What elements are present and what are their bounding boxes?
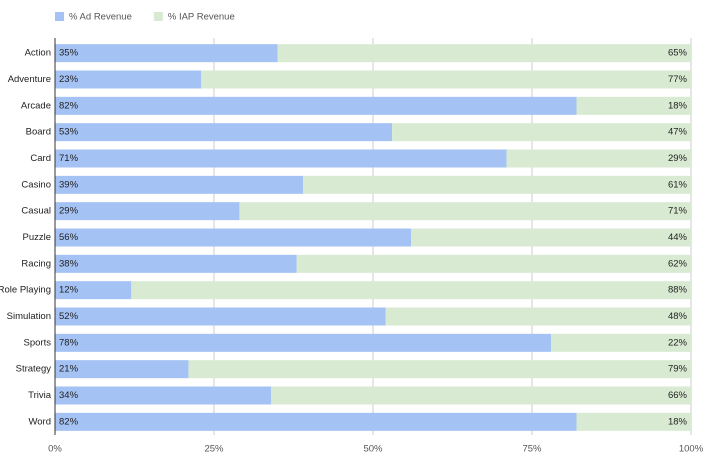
bar-segment (392, 123, 691, 142)
data-label: 35% (59, 48, 79, 59)
data-label: 82% (59, 416, 79, 427)
data-label: 38% (59, 258, 79, 269)
data-label: 71% (59, 153, 79, 164)
data-label: 62% (668, 258, 688, 269)
data-label: 48% (668, 311, 688, 322)
data-label: 56% (59, 232, 79, 243)
data-label: 44% (668, 232, 688, 243)
bar-segment (576, 412, 691, 431)
y-tick-label: Sports (24, 337, 52, 348)
x-tick-label: 0% (48, 444, 62, 455)
bar-segment (506, 149, 691, 168)
y-tick-label: Casual (21, 206, 51, 217)
data-label: 18% (668, 100, 688, 111)
bar-segment (271, 386, 691, 405)
data-label: 61% (668, 179, 688, 190)
data-label: 23% (59, 74, 79, 85)
data-label: 29% (59, 206, 79, 217)
y-tick-label: Trivia (28, 390, 52, 401)
data-label: 77% (668, 74, 688, 85)
bar-segment (131, 281, 691, 300)
bar-segment (55, 228, 412, 247)
bar-segment (296, 254, 691, 273)
legend-swatch (55, 12, 64, 21)
y-tick-label: Word (28, 416, 51, 427)
bar-segment (55, 307, 386, 326)
bar-segment (303, 175, 691, 194)
bar-segment (55, 281, 132, 300)
bar-segment (55, 386, 272, 405)
bar-segment (385, 307, 691, 326)
bar-segment (55, 123, 393, 142)
x-tick-label: 25% (204, 444, 224, 455)
bar-segment (55, 44, 278, 63)
x-tick-label: 50% (363, 444, 383, 455)
y-tick-label: Simulation (7, 311, 51, 322)
legend-swatch (153, 12, 163, 21)
bar-segment (411, 228, 691, 247)
data-label: 21% (59, 364, 79, 375)
bar-segment (201, 70, 691, 89)
y-tick-label: Action (25, 48, 51, 59)
y-tick-label: Board (26, 127, 51, 138)
y-tick-label: Strategy (16, 364, 52, 375)
bar-segment (239, 202, 691, 221)
data-label: 71% (668, 206, 688, 217)
bar-segment (55, 254, 297, 273)
data-label: 52% (59, 311, 79, 322)
bar-segment (551, 333, 691, 352)
bar-segment (576, 96, 691, 115)
data-label: 78% (59, 337, 79, 348)
bar-segment (55, 360, 189, 379)
bar-segment (55, 175, 304, 194)
bar-segment (55, 202, 240, 221)
y-tick-label: Puzzle (22, 232, 51, 243)
y-tick-label: Racing (21, 258, 51, 269)
bar-segment (55, 412, 577, 431)
bar-segment (55, 96, 577, 115)
legend-label: % IAP Revenue (168, 12, 235, 23)
data-label: 65% (668, 48, 688, 59)
x-tick-label: 75% (522, 444, 542, 455)
data-label: 47% (668, 127, 688, 138)
bar-segment (55, 70, 202, 89)
data-label: 12% (59, 285, 79, 296)
data-label: 22% (668, 337, 688, 348)
data-label: 66% (668, 390, 688, 401)
y-tick-label: Adventure (8, 74, 51, 85)
y-tick-label: Arcade (21, 100, 51, 111)
y-tick-label: Card (30, 153, 51, 164)
data-label: 39% (59, 179, 79, 190)
bar-segment (277, 44, 691, 63)
bar-segment (55, 149, 507, 168)
y-tick-label: Role Playing (0, 285, 51, 296)
bar-segment (55, 333, 552, 352)
x-tick-label: 100% (679, 444, 704, 455)
y-tick-label: Casino (21, 179, 51, 190)
bar-segment (188, 360, 691, 379)
data-label: 88% (668, 285, 688, 296)
data-label: 82% (59, 100, 79, 111)
data-label: 53% (59, 127, 79, 138)
data-label: 79% (668, 364, 688, 375)
data-label: 29% (668, 153, 688, 164)
data-label: 34% (59, 390, 79, 401)
legend-label: % Ad Revenue (69, 12, 132, 23)
data-label: 18% (668, 416, 688, 427)
